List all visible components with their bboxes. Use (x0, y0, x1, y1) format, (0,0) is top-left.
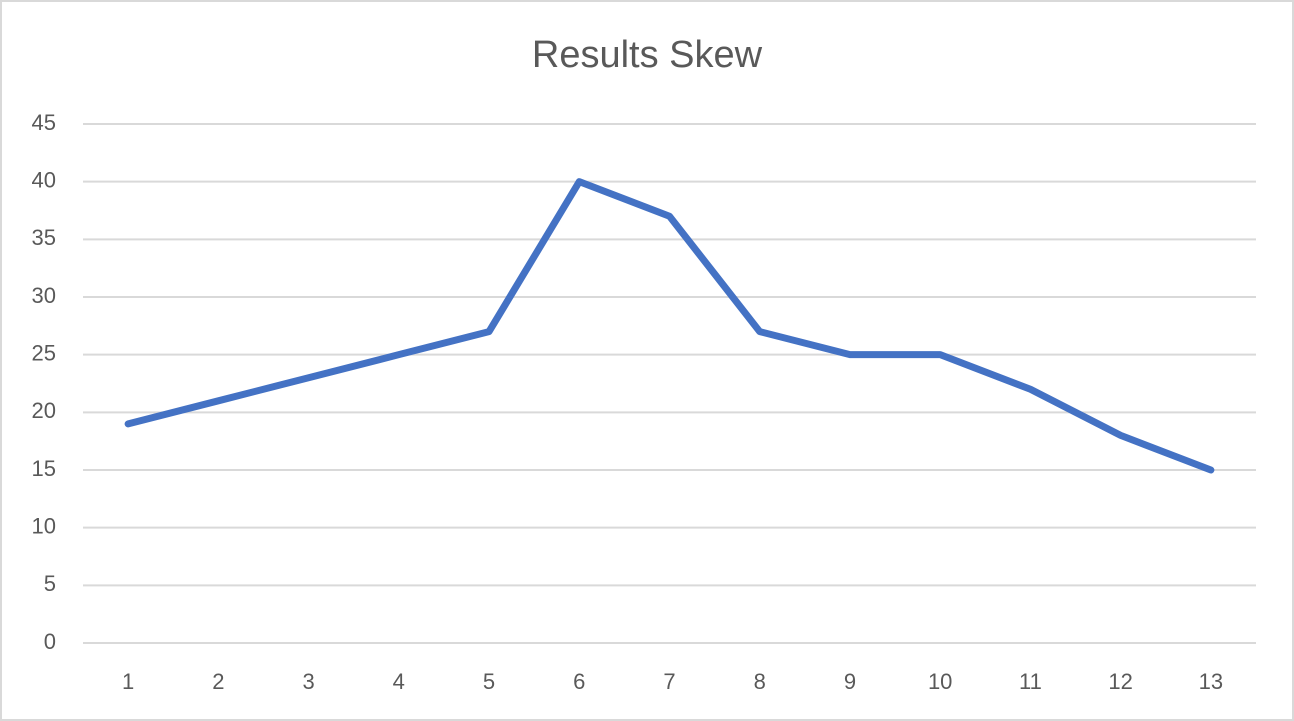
y-tick-label: 45 (32, 110, 56, 135)
y-tick-label: 25 (32, 340, 56, 365)
y-tick-label: 5 (44, 571, 56, 596)
y-tick-label: 35 (32, 225, 56, 250)
y-tick-label: 40 (32, 167, 56, 192)
x-tick-label: 10 (928, 669, 952, 694)
y-tick-label: 30 (32, 283, 56, 308)
x-tick-label: 1 (122, 669, 134, 694)
x-tick-label: 12 (1108, 669, 1132, 694)
data-line (124, 178, 1215, 474)
x-tick-label: 2 (212, 669, 224, 694)
y-tick-label: 0 (44, 629, 56, 654)
x-tick-label: 5 (483, 669, 495, 694)
x-tick-label: 6 (573, 669, 585, 694)
x-tick-label: 11 (1019, 669, 1042, 694)
x-tick-label: 7 (663, 669, 675, 694)
y-tick-label: 20 (32, 398, 56, 423)
x-tick-label: 3 (302, 669, 314, 694)
x-tick-label: 13 (1199, 669, 1223, 694)
chart-title: Results Skew (532, 34, 763, 76)
x-tick-label: 8 (754, 669, 766, 694)
y-tick-label: 15 (32, 456, 56, 481)
x-tick-label: 9 (844, 669, 856, 694)
x-tick-label: 4 (393, 669, 405, 694)
y-tick-label: 10 (32, 513, 56, 538)
